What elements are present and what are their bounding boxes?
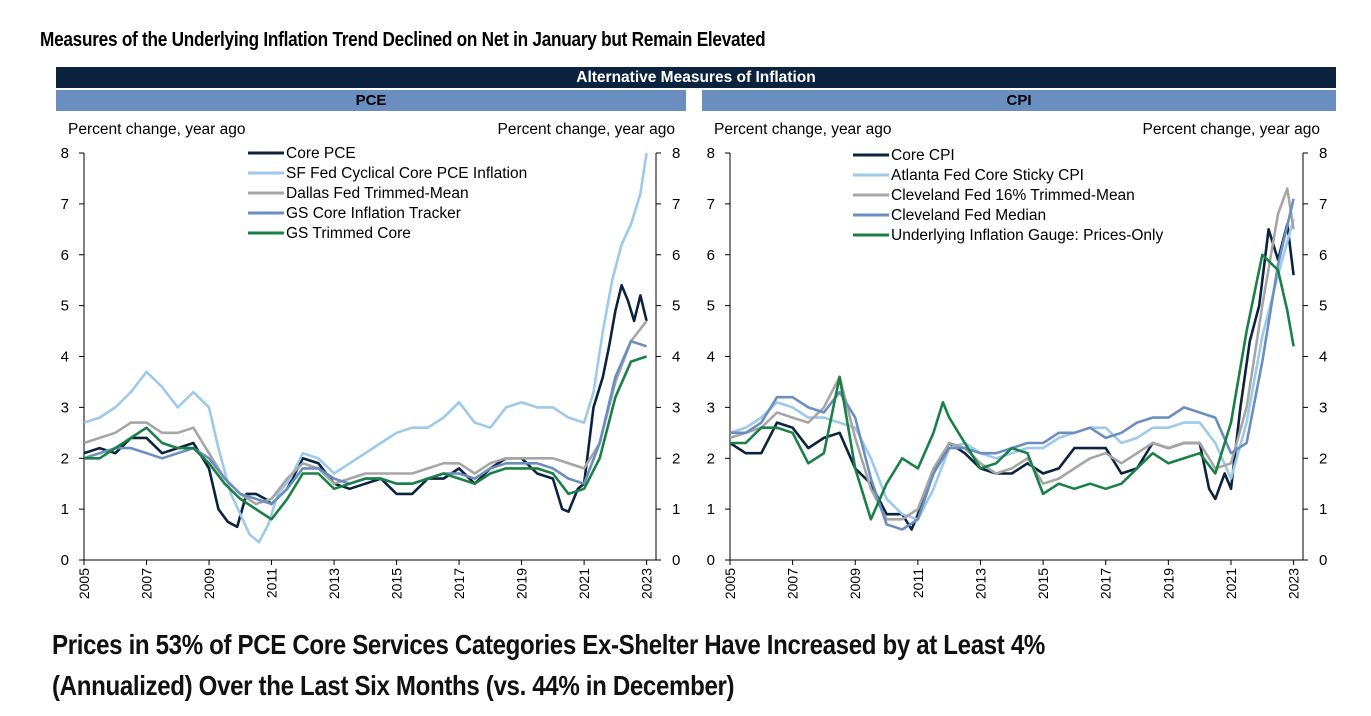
cpi-ytick-label-right: 0 <box>1319 552 1327 569</box>
pce-series-line-5 <box>84 355 648 521</box>
pce-ytick-label-right: 8 <box>672 145 680 162</box>
cpi-ytick-label-right: 3 <box>1319 399 1327 416</box>
pce-xtick-label: 2013 <box>326 568 342 599</box>
cpi-series-line-4 <box>730 198 1295 531</box>
cpi-xtick-label: 2009 <box>847 568 863 599</box>
pce-ytick-label-right: 5 <box>672 298 680 315</box>
pce-ytick-label-left: 7 <box>61 196 69 213</box>
pce-ytick-label-left: 1 <box>61 501 69 518</box>
pce-xtick-label: 2007 <box>139 568 155 599</box>
cpi-ytick-label-right: 7 <box>1319 196 1327 213</box>
pce-legend-label-5: GS Trimmed Core <box>286 225 411 242</box>
cpi-ylabel-left: Percent change, year ago <box>714 121 892 138</box>
pce-xtick-label: 2015 <box>389 568 405 599</box>
cpi-ytick-label-left: 6 <box>707 247 715 264</box>
panel-header-pce: PCE <box>56 90 686 111</box>
pce-legend-label-3: Dallas Fed Trimmed-Mean <box>286 185 469 202</box>
pce-xtick-label: 2011 <box>264 568 280 598</box>
cpi-xtick-label: 2021 <box>1223 568 1239 599</box>
pce-ytick-label-left: 0 <box>61 552 69 569</box>
cpi-xtick-label: 2013 <box>972 568 988 599</box>
cpi-ytick-label-left: 1 <box>707 501 715 518</box>
cpi-ytick-label-left: 5 <box>707 298 715 315</box>
pce-ytick-label-left: 4 <box>61 349 69 366</box>
cpi-xtick-label: 2007 <box>785 568 801 599</box>
cpi-legend-label-1: Core CPI <box>891 147 955 164</box>
pce-ylabel-left: Percent change, year ago <box>68 121 246 138</box>
pce-ytick-label-right: 7 <box>672 196 680 213</box>
pce-ytick-label-right: 1 <box>672 501 680 518</box>
bottom-title: Prices in 53% of PCE Core Services Categ… <box>52 624 1045 706</box>
cpi-legend-label-5: Underlying Inflation Gauge: Prices-Only <box>891 227 1163 244</box>
cpi-ytick-label-left: 7 <box>707 196 715 213</box>
pce-series-line-1 <box>84 284 648 529</box>
cpi-series-line-2 <box>730 218 1295 521</box>
page-title: Measures of the Underlying Inflation Tre… <box>40 29 766 51</box>
charts-canvas: Percent change, year ago Percent change, … <box>61 121 1328 599</box>
cpi-ytick-label-right: 4 <box>1319 349 1327 366</box>
bottom-title-line-2: (Annualized) Over the Last Six Months (v… <box>52 670 735 701</box>
pce-xtick-label: 2009 <box>201 568 217 599</box>
cpi-ylabel-right: Percent change, year ago <box>1142 121 1320 138</box>
cpi-ytick-label-left: 2 <box>707 450 715 467</box>
pce-xtick-label: 2019 <box>514 568 530 599</box>
pce-legend: Core PCE SF Fed Cyclical Core PCE Inflati… <box>248 145 527 242</box>
pce-legend-label-2: SF Fed Cyclical Core PCE Inflation <box>286 165 527 182</box>
cpi-series-line-1 <box>730 222 1295 531</box>
cpi-xtick-label: 2005 <box>722 568 738 599</box>
pce-ytick-label-right: 2 <box>672 450 680 467</box>
pce-ytick-label-left: 5 <box>61 298 69 315</box>
cpi-legend-label-4: Cleveland Fed Median <box>891 207 1046 224</box>
cpi-ytick-label-left: 0 <box>707 552 715 569</box>
pce-ytick-label-right: 4 <box>672 349 680 366</box>
cpi-legend: Core CPI Atlanta Fed Core Sticky CPI Cleve… <box>853 147 1163 244</box>
cpi-series-line-5 <box>730 253 1295 521</box>
cpi-ytick-label-right: 2 <box>1319 450 1327 467</box>
cpi-xtick-label: 2017 <box>1098 568 1114 599</box>
pce-legend-label-1: Core PCE <box>286 145 356 162</box>
pce-ytick-label-right: 6 <box>672 247 680 264</box>
pce-series-line-3 <box>84 320 648 506</box>
cpi-xtick-label: 2011 <box>910 568 926 598</box>
cpi-ytick-label-left: 8 <box>707 145 715 162</box>
pce-xtick-label: 2023 <box>639 568 655 599</box>
pce-ytick-label-right: 3 <box>672 399 680 416</box>
pce-xtick-label: 2017 <box>451 568 467 599</box>
pce-ytick-label-right: 0 <box>672 552 680 569</box>
pce-legend-label-4: GS Core Inflation Tracker <box>286 205 461 222</box>
pce-ytick-label-left: 2 <box>61 450 69 467</box>
cpi-ytick-label-right: 1 <box>1319 501 1327 518</box>
bottom-title-line-1: Prices in 53% of PCE Core Services Categ… <box>52 629 1045 660</box>
cpi-series-line-3 <box>730 187 1295 521</box>
pce-xtick-label: 2021 <box>576 568 592 599</box>
cpi-legend-label-3: Cleveland Fed 16% Trimmed-Mean <box>891 187 1135 204</box>
cpi-ytick-label-right: 5 <box>1319 298 1327 315</box>
pce-ytick-label-left: 6 <box>61 247 69 264</box>
pce-xtick-label: 2005 <box>76 568 92 599</box>
panel-header-cpi: CPI <box>702 90 1336 111</box>
cpi-ytick-label-left: 4 <box>707 349 715 366</box>
cpi-xtick-label: 2015 <box>1035 568 1051 599</box>
cpi-ytick-label-left: 3 <box>707 399 715 416</box>
chart-banner: Alternative Measures of Inflation <box>56 67 1336 88</box>
pce-ylabel-right: Percent change, year ago <box>497 121 675 138</box>
pce-chart: Percent change, year ago Percent change, … <box>61 121 681 599</box>
cpi-xtick-label: 2023 <box>1286 568 1302 599</box>
cpi-legend-label-2: Atlanta Fed Core Sticky CPI <box>891 167 1084 184</box>
cpi-xtick-label: 2019 <box>1160 568 1176 599</box>
cpi-chart: Percent change, year ago Percent change, … <box>707 121 1328 599</box>
pce-series-line-2 <box>84 152 648 544</box>
pce-ytick-label-left: 3 <box>61 399 69 416</box>
pce-ytick-label-left: 8 <box>61 145 69 162</box>
cpi-ytick-label-right: 8 <box>1319 145 1327 162</box>
cpi-ytick-label-right: 6 <box>1319 247 1327 264</box>
